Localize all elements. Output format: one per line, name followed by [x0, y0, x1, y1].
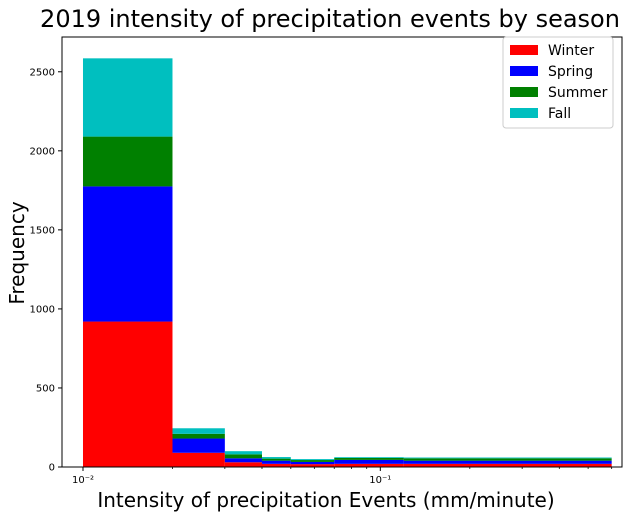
chart-title: 2019 intensity of precipitation events b… — [40, 5, 620, 33]
bar-spring-bin-1 — [82, 186, 173, 322]
y-tick-label: 500 — [36, 383, 55, 394]
bar-spring-bin-7 — [403, 460, 612, 464]
y-tick-label: 0 — [49, 463, 55, 474]
bar-summer-bin-6 — [334, 457, 404, 460]
y-tick-label: 1500 — [30, 225, 55, 236]
bar-winter-bin-2 — [172, 452, 225, 467]
x-axis-label: Intensity of precipitation Events (mm/mi… — [97, 488, 554, 512]
bar-fall-bin-1 — [82, 58, 173, 137]
plot-frame — [61, 36, 623, 468]
bar-fall-bin-7 — [403, 457, 612, 459]
y-axis-label: Frequency — [5, 201, 29, 304]
bar-summer-bin-2 — [172, 433, 225, 439]
y-tick-label: 2000 — [30, 146, 55, 157]
bar-fall-bin-4 — [261, 457, 291, 459]
bar-fall-bin-3 — [224, 451, 262, 455]
bar-fall-bin-6 — [334, 457, 404, 458]
legend-swatch-spring — [510, 66, 538, 76]
x-axis-ticks: 10⁻² 10⁻¹ — [72, 467, 613, 486]
x-tick-label: 10⁻² — [72, 475, 94, 486]
bar-summer-bin-3 — [224, 454, 262, 459]
bar-spring-bin-4 — [261, 460, 291, 464]
bars-group — [82, 58, 612, 467]
bar-winter-bin-1 — [82, 321, 173, 467]
bar-spring-bin-6 — [334, 459, 404, 464]
bar-winter-bin-6 — [334, 463, 404, 467]
legend-swatch-summer — [510, 87, 538, 97]
legend-swatch-fall — [510, 108, 538, 118]
bar-fall-bin-2 — [172, 428, 225, 434]
bar-summer-bin-7 — [403, 458, 612, 461]
bar-fall-bin-5 — [290, 459, 335, 461]
bar-winter-bin-7 — [403, 463, 612, 467]
legend-label-fall: Fall — [548, 106, 571, 122]
y-axis-ticks: 0 500 1000 1500 2000 2500 — [30, 67, 62, 474]
bar-summer-bin-1 — [82, 136, 173, 187]
legend-box — [502, 36, 614, 129]
legend-label-summer: Summer — [548, 85, 608, 101]
legend-label-spring: Spring — [548, 64, 593, 80]
legend: Winter Spring Summer Fall — [502, 36, 614, 129]
bar-winter-bin-5 — [290, 464, 335, 467]
legend-label-winter: Winter — [548, 43, 594, 59]
legend-swatch-winter — [510, 45, 538, 55]
bar-winter-bin-3 — [224, 462, 262, 467]
bar-summer-bin-4 — [261, 458, 291, 461]
bar-spring-bin-5 — [290, 461, 335, 465]
bar-summer-bin-5 — [290, 460, 335, 462]
bar-spring-bin-3 — [224, 458, 262, 463]
y-tick-label: 1000 — [30, 304, 55, 315]
bar-winter-bin-4 — [261, 463, 291, 467]
y-tick-label: 2500 — [30, 67, 55, 78]
x-tick-label: 10⁻¹ — [369, 475, 391, 486]
bar-spring-bin-2 — [172, 438, 225, 453]
